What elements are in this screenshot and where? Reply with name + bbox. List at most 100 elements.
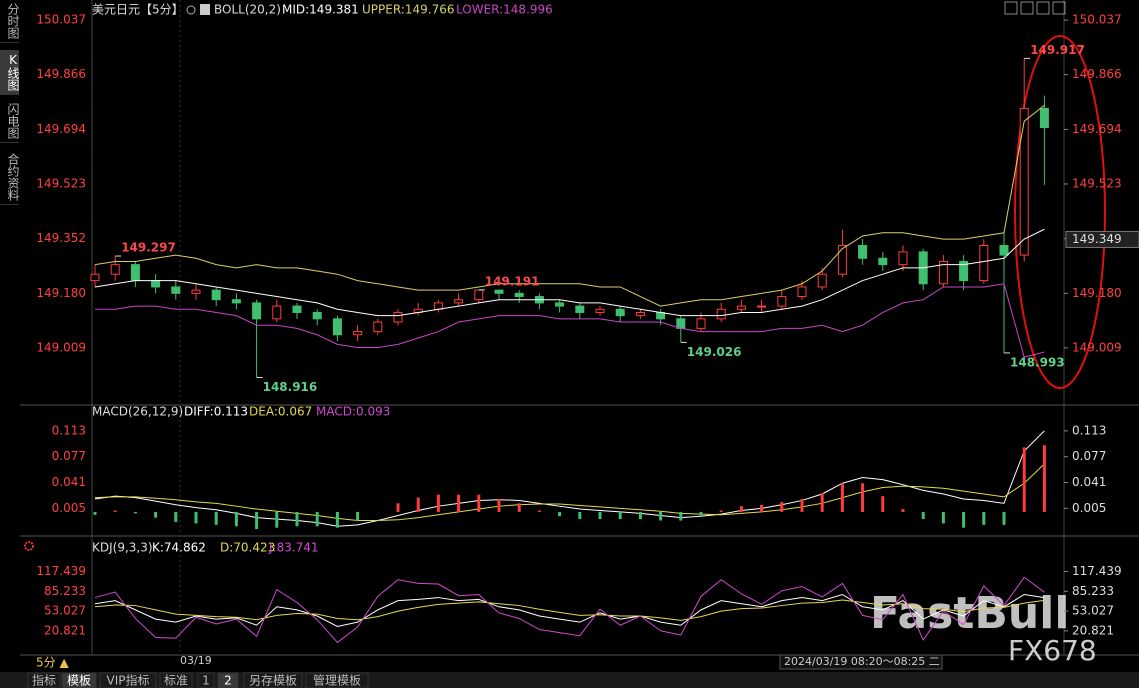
- candle-body: [999, 245, 1009, 256]
- candle-body: [332, 318, 342, 336]
- y-tick-label: 85.233: [1072, 584, 1114, 598]
- macd-bar: [921, 511, 925, 520]
- macd-bar: [133, 511, 137, 514]
- y-tick-label: 0.077: [52, 449, 86, 463]
- sidebar-tab[interactable]: 分时图: [0, 0, 20, 43]
- macd-bar: [739, 506, 743, 512]
- tab-label[interactable]: 另存模板: [249, 674, 297, 688]
- y-tick-label: 149.866: [1072, 67, 1122, 81]
- icon: [24, 541, 34, 551]
- macd-bar: [861, 483, 865, 512]
- legend-entry: D:70.423: [220, 541, 275, 555]
- candle-body: [191, 289, 201, 294]
- tab[interactable]: [159, 672, 193, 688]
- y-tick-label: 0.077: [1072, 449, 1106, 463]
- button[interactable]: [1004, 1, 1018, 15]
- tab-label[interactable]: 标准: [164, 674, 188, 688]
- tab[interactable]: [27, 672, 61, 688]
- chart-title: KDJ(9,3,3): [92, 541, 153, 555]
- button[interactable]: [1052, 1, 1066, 15]
- extreme-label: 149.297: [121, 241, 176, 255]
- macd-bar: [497, 499, 501, 512]
- window-buttons[interactable]: [1004, 1, 1066, 15]
- candle-body: [292, 305, 302, 313]
- tab-label[interactable]: 2: [224, 674, 232, 688]
- macd-bar: [719, 510, 723, 512]
- tab-label[interactable]: 管理模板: [313, 673, 361, 688]
- tab[interactable]: [217, 672, 239, 688]
- candle-body: [959, 260, 969, 282]
- sidebar-tab[interactable]: 闪电图: [0, 100, 20, 143]
- macd-bar: [436, 494, 440, 512]
- candle-body: [757, 305, 767, 308]
- y-tick-label: 149.180: [36, 286, 86, 300]
- tab[interactable]: [243, 672, 303, 688]
- y-tick-label: 149.523: [1072, 176, 1122, 190]
- candle-body: [1019, 107, 1029, 256]
- y-tick-label: 149.352: [36, 231, 86, 245]
- macd-bar: [275, 511, 279, 528]
- tab[interactable]: [61, 672, 97, 688]
- candle-body: [90, 273, 100, 282]
- candle-body: [373, 321, 383, 333]
- macd-bar: [295, 511, 299, 527]
- series-line: [94, 430, 1045, 527]
- candle-body: [615, 308, 625, 317]
- tab[interactable]: [99, 672, 157, 688]
- background: [20, 0, 1139, 672]
- candle-body: [433, 302, 443, 310]
- macd-bar: [760, 504, 764, 512]
- y-tick-label: 85.233: [44, 584, 86, 598]
- candle-body: [312, 311, 322, 320]
- tab-label[interactable]: 1: [202, 674, 210, 688]
- macd-bar: [941, 511, 945, 524]
- tab[interactable]: [197, 672, 215, 688]
- button[interactable]: [1036, 1, 1050, 15]
- candle-body: [837, 245, 847, 275]
- legend-entry: J:83.741: [268, 541, 319, 555]
- sidebar-tab[interactable]: K线图: [0, 50, 20, 95]
- macd-bar: [194, 511, 198, 524]
- legend-entry: K:74.862: [152, 541, 206, 555]
- candle-body: [171, 286, 181, 294]
- candle-body: [595, 308, 605, 313]
- y-tick-label: 20.821: [44, 623, 86, 637]
- y-tick-label: 149.694: [1072, 122, 1122, 136]
- candle-body: [474, 289, 484, 301]
- legend-entry: DIFF:0.113: [184, 405, 248, 419]
- macd-bar: [214, 511, 218, 525]
- candle-body: [716, 308, 726, 320]
- y-tick-label: 150.037: [36, 13, 86, 27]
- series-line: [94, 593, 1045, 627]
- tab-label[interactable]: VIP指标: [107, 673, 150, 688]
- series-line: [95, 283, 1045, 358]
- candle-body: [393, 311, 403, 323]
- extreme-label: 148.993: [1010, 355, 1065, 369]
- tab[interactable]: [305, 672, 369, 688]
- macd-bar: [335, 511, 339, 528]
- macd-bar: [1002, 511, 1006, 525]
- tab-label[interactable]: 模板: [67, 674, 91, 688]
- period[interactable]: 5分 ▲: [36, 656, 69, 670]
- button[interactable]: [1020, 1, 1034, 15]
- tab-label[interactable]: 指标: [32, 673, 56, 688]
- legend-entry: LOWER:148.996: [456, 3, 553, 17]
- extreme-label: 149.191: [485, 274, 540, 288]
- candle-body: [252, 302, 262, 320]
- candle-body: [898, 251, 908, 266]
- series-line: [94, 576, 1045, 644]
- macd-bar: [416, 497, 420, 512]
- candle-body: [494, 289, 504, 294]
- candle-body: [555, 302, 565, 307]
- y-tick-label: 149.009: [36, 340, 86, 354]
- legend-entry: MACD:0.093: [316, 405, 390, 419]
- sidebar-tab[interactable]: 合约资料: [0, 150, 20, 205]
- y-tick-label: 149.866: [36, 67, 86, 81]
- macd-bar: [881, 496, 885, 512]
- macd-bar: [982, 511, 986, 525]
- indicator-name: BOLL(20,2): [214, 3, 281, 17]
- macd-bar: [234, 511, 238, 527]
- y-tick-label: 149.694: [36, 122, 86, 136]
- macd-bar: [901, 509, 905, 512]
- macd-bar: [840, 483, 844, 512]
